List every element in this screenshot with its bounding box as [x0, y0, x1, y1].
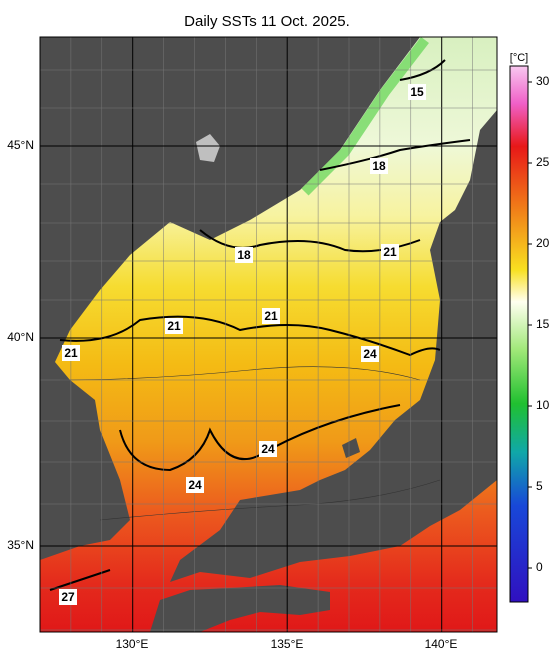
- colorbar-tick-label: 15: [536, 317, 550, 331]
- y-axis-label: 45°N: [7, 138, 34, 152]
- contour-label-bg: [62, 345, 80, 361]
- island-rishiri: [196, 134, 220, 162]
- contour-label-bg: [165, 318, 183, 334]
- contour-label-bg: [59, 589, 77, 605]
- y-axis-label: 40°N: [7, 330, 34, 344]
- colorbar-ticks: 30 25 20 15 10 5 0: [528, 74, 550, 574]
- contour-label: 18: [237, 248, 251, 262]
- y-axis-label: 35°N: [7, 538, 34, 552]
- x-axis-label: 140°E: [425, 637, 458, 651]
- map-title: Daily SSTs 11 Oct. 2025.: [184, 13, 350, 30]
- map-frame: [39, 36, 498, 633]
- contour-label: 24: [261, 442, 275, 456]
- colorbar-unit: [°C]: [510, 52, 528, 64]
- colorbar: [509, 65, 529, 603]
- sea: [40, 37, 497, 632]
- contour-label-bg: [262, 308, 280, 324]
- colorbar-tick-label: 25: [536, 155, 550, 169]
- contour-label-group: 15 18 18 21 21 21 21 24 24 24 27: [59, 84, 426, 605]
- graticule: [39, 37, 497, 632]
- colorbar-tick-label: 5: [536, 479, 543, 493]
- colorbar-tick-label: 30: [536, 74, 550, 88]
- contour-label: 15: [410, 85, 424, 99]
- contour-label: 21: [167, 319, 181, 333]
- contour-label-bg: [408, 84, 426, 100]
- x-axis-label: 135°E: [271, 637, 304, 651]
- contour-label: 21: [264, 309, 278, 323]
- contour-label: 27: [61, 590, 75, 604]
- contour-label-bg: [361, 346, 379, 362]
- colorbar-tick-label: 10: [536, 398, 550, 412]
- contour-label-bg: [235, 247, 253, 263]
- colorbar-tick-label: 20: [536, 236, 550, 250]
- land-kyushu-shikoku: [150, 585, 330, 632]
- contour-label-bg: [259, 441, 277, 457]
- contour-label: 24: [363, 347, 377, 361]
- coastal-cold-band: [301, 37, 429, 196]
- map-area: [40, 37, 497, 632]
- contour-label: 18: [372, 159, 386, 173]
- colorbar-tick-label: 0: [536, 560, 543, 574]
- land-sado: [342, 438, 360, 458]
- contour-label-bg: [186, 477, 204, 493]
- x-axis-label: 130°E: [116, 637, 149, 651]
- contour-label: 21: [64, 346, 78, 360]
- contour-label-bg: [381, 244, 399, 260]
- contour-label: 21: [383, 245, 397, 259]
- contour-label-bg: [370, 158, 388, 174]
- contour-label: 24: [188, 478, 202, 492]
